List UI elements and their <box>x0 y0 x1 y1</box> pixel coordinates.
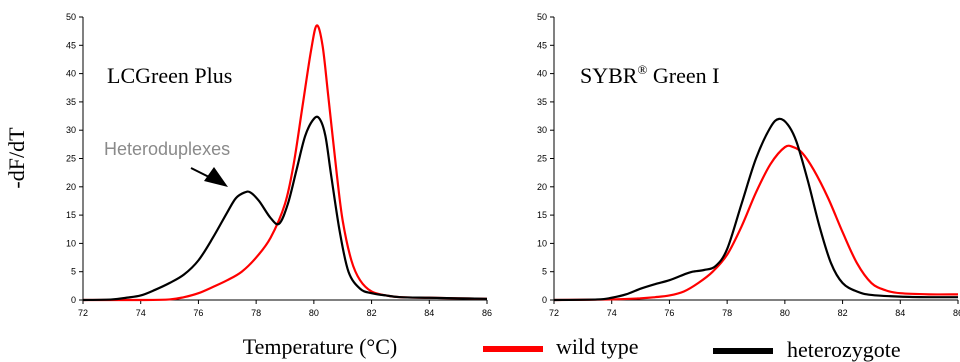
heteroduplexes-annotation: Heteroduplexes <box>104 139 230 159</box>
x-tick-label: 80 <box>780 308 790 318</box>
y-tick-label: 0 <box>71 295 76 305</box>
legend: wild type heterozygote <box>483 334 901 362</box>
panel-title-sybr: SYBR® Green I <box>580 62 719 88</box>
wild-type-line <box>553 144 959 302</box>
legend-label-wild-type: wild type <box>556 334 639 359</box>
y-tick-label: 5 <box>71 267 76 277</box>
y-tick-label: 20 <box>66 182 76 192</box>
x-tick-label: 72 <box>549 308 559 318</box>
x-tick-label: 80 <box>309 308 319 318</box>
lcgreen-plot: LCGreen Plus Heteroduplexes 0 5 10 15 20 25 30… <box>66 12 492 318</box>
x-tick-label: 74 <box>136 308 146 318</box>
y-tick-label: 20 <box>537 182 547 192</box>
x-tick-label: 78 <box>251 308 261 318</box>
y-tick-label: 25 <box>537 154 547 164</box>
registered-mark: ® <box>637 62 647 77</box>
y-tick-label: 50 <box>66 12 76 22</box>
y-tick-label: 40 <box>66 69 76 79</box>
heteroduplexes-arrow <box>190 167 228 187</box>
x-tick-label: 76 <box>664 308 674 318</box>
y-tick-label: 35 <box>537 97 547 107</box>
y-tick-label: 50 <box>537 12 547 22</box>
x-tick-label: 86 <box>482 308 492 318</box>
legend-label-heterozygote: heterozygote <box>787 337 901 362</box>
x-tick-label: 78 <box>722 308 732 318</box>
y-tick-label: 40 <box>537 69 547 79</box>
y-tick-label: 30 <box>537 125 547 135</box>
y-tick-label: 0 <box>542 295 547 305</box>
x-tick-label: 82 <box>367 308 377 318</box>
y-tick-label: 25 <box>66 154 76 164</box>
y-tick-label: 45 <box>66 40 76 50</box>
sybr-plot: SYBR® Green I 0 5 10 15 20 25 30 35 40 45 50 72 74 76… <box>537 12 960 318</box>
heterozygote-line <box>82 115 488 302</box>
x-tick-label: 84 <box>895 308 905 318</box>
y-tick-label: 15 <box>537 210 547 220</box>
x-tick-label: 82 <box>838 308 848 318</box>
panel-title-lcgreen: LCGreen Plus <box>107 63 232 88</box>
y-tick-label: 45 <box>537 40 547 50</box>
y-tick-label: 15 <box>66 210 76 220</box>
heterozygote-line <box>553 117 959 302</box>
y-tick-label: 5 <box>542 267 547 277</box>
x-axis-label: Temperature (°C) <box>243 334 397 359</box>
x-tick-label: 76 <box>193 308 203 318</box>
y-tick-label: 35 <box>66 97 76 107</box>
y-tick-label: 30 <box>66 125 76 135</box>
x-tick-label: 72 <box>78 308 88 318</box>
x-tick-label: 74 <box>607 308 617 318</box>
y-axis-label: -dF/dT <box>4 127 29 189</box>
y-tick-label: 10 <box>537 238 547 248</box>
y-tick-label: 10 <box>66 238 76 248</box>
x-tick-label: 86 <box>953 308 960 318</box>
x-tick-label: 84 <box>424 308 434 318</box>
